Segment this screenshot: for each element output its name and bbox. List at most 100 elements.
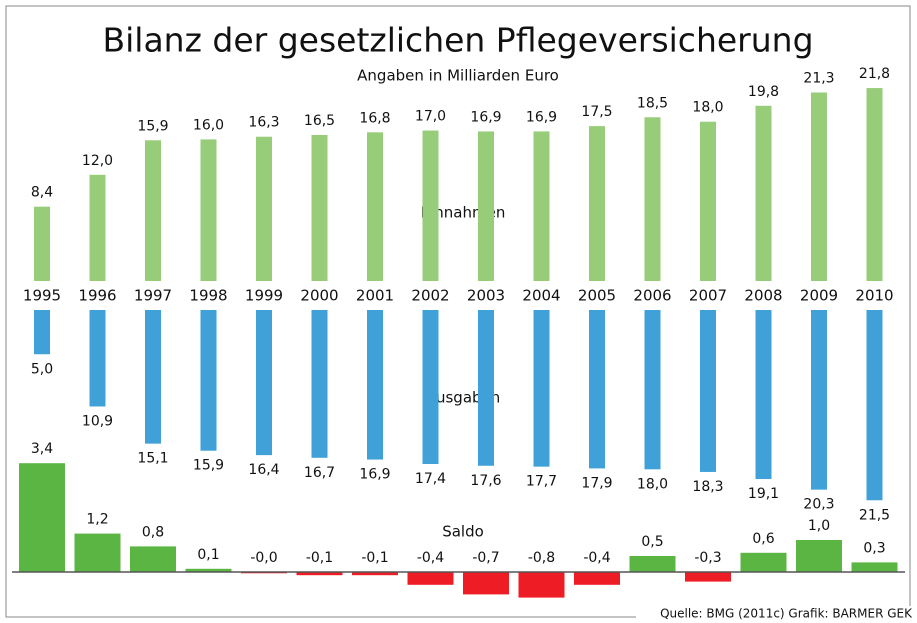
bar: [533, 131, 550, 281]
bar: [367, 132, 383, 281]
bar: [685, 572, 731, 582]
data-label: 16,0: [193, 117, 224, 133]
bar: [478, 131, 494, 281]
data-label: 20,3: [803, 497, 834, 513]
bar: [256, 136, 272, 281]
bar: [311, 134, 328, 281]
data-label: 16,5: [304, 113, 335, 129]
bar: [589, 310, 605, 469]
bar: [866, 88, 883, 281]
data-label: 19,1: [748, 486, 779, 502]
bar: [422, 310, 439, 464]
data-label: 18,5: [637, 95, 668, 111]
data-label: -0,0: [250, 550, 277, 566]
bar: [19, 463, 65, 572]
data-label: 1,2: [86, 512, 108, 528]
data-label: 15,9: [193, 458, 224, 474]
x-tick-label: 2004: [522, 287, 560, 305]
data-label: 21,5: [859, 507, 890, 523]
bar: [200, 310, 217, 451]
data-label: 15,1: [137, 451, 168, 467]
bar: [34, 310, 50, 355]
bar: [851, 562, 898, 572]
bar: [296, 572, 343, 576]
source: Quelle: BMG (2011c) Grafik: BARMER GEK: [660, 607, 913, 621]
data-label: 16,8: [359, 110, 390, 126]
data-label: 17,0: [415, 109, 446, 125]
data-label: -0,1: [361, 550, 388, 566]
bar: [644, 310, 661, 470]
data-label: 0,1: [197, 547, 219, 563]
bar: [644, 117, 661, 282]
data-label: 17,5: [581, 104, 612, 120]
data-label: 19,8: [748, 84, 779, 100]
x-tick-label: 1997: [134, 287, 172, 305]
bar: [866, 310, 883, 501]
data-label: 16,3: [248, 115, 279, 131]
x-tick-label: 2005: [578, 287, 616, 305]
data-label: 17,4: [415, 471, 446, 487]
bar: [478, 310, 494, 466]
x-tick-label: 2000: [300, 287, 338, 305]
bar: [200, 139, 217, 281]
x-tick-label: 2003: [467, 287, 505, 305]
data-label: -0,3: [694, 550, 721, 566]
bar: [700, 310, 716, 472]
bar: [811, 310, 827, 490]
x-tick-label: 2010: [855, 287, 893, 305]
data-label: 17,6: [470, 473, 501, 489]
chart-title: Bilanz der gesetzlichen Pflegeversicheru…: [102, 21, 813, 60]
bar: [629, 556, 676, 572]
data-label: 18,0: [637, 476, 668, 492]
bar: [256, 310, 272, 456]
frame: [5, 5, 911, 618]
data-label: 18,3: [692, 479, 723, 495]
data-label: 0,5: [641, 534, 663, 550]
source-bg: [636, 606, 916, 622]
x-tick-label: 2008: [744, 287, 782, 305]
data-label: 16,9: [359, 467, 390, 483]
data-label: -0,4: [583, 550, 610, 566]
bar: [796, 540, 842, 572]
bar: [89, 310, 106, 407]
x-tick-label: 2009: [800, 287, 838, 305]
bar: [574, 572, 620, 585]
bar: [185, 568, 232, 572]
bar: [700, 121, 716, 281]
data-label: -0,7: [472, 550, 499, 566]
data-label: 5,0: [31, 361, 53, 377]
data-label: -0,4: [417, 550, 444, 566]
bar: [589, 126, 605, 281]
data-label: -0,8: [528, 550, 555, 566]
bar: [145, 310, 161, 444]
x-tick-label: 2006: [633, 287, 671, 305]
data-label: 16,9: [526, 109, 557, 125]
data-label: 3,4: [31, 441, 53, 457]
bar: [407, 572, 454, 585]
bar: [811, 92, 827, 282]
series-label: Saldo: [442, 523, 484, 541]
bar: [463, 572, 509, 595]
data-label: 21,8: [859, 66, 890, 82]
data-label: 8,4: [31, 185, 53, 201]
bar: [518, 572, 565, 598]
bar: [130, 546, 176, 572]
x-tick-label: 2002: [411, 287, 449, 305]
data-label: 0,6: [752, 531, 774, 547]
bar: [367, 310, 383, 460]
data-label: 0,3: [863, 540, 885, 556]
data-label: 15,9: [137, 118, 168, 134]
data-label: -0,1: [306, 550, 333, 566]
data-label: 10,9: [82, 413, 113, 429]
x-tick-label: 2007: [689, 287, 727, 305]
chart-subtitle: Angaben in Milliarden Euro: [357, 67, 559, 85]
x-tick-label: 2001: [356, 287, 394, 305]
bar: [740, 552, 787, 572]
data-label: 18,0: [692, 100, 723, 116]
bar: [755, 105, 772, 282]
data-label: 1,0: [808, 518, 830, 534]
data-label: 16,7: [304, 465, 335, 481]
x-tick-label: 1999: [245, 287, 283, 305]
bar: [352, 572, 398, 576]
